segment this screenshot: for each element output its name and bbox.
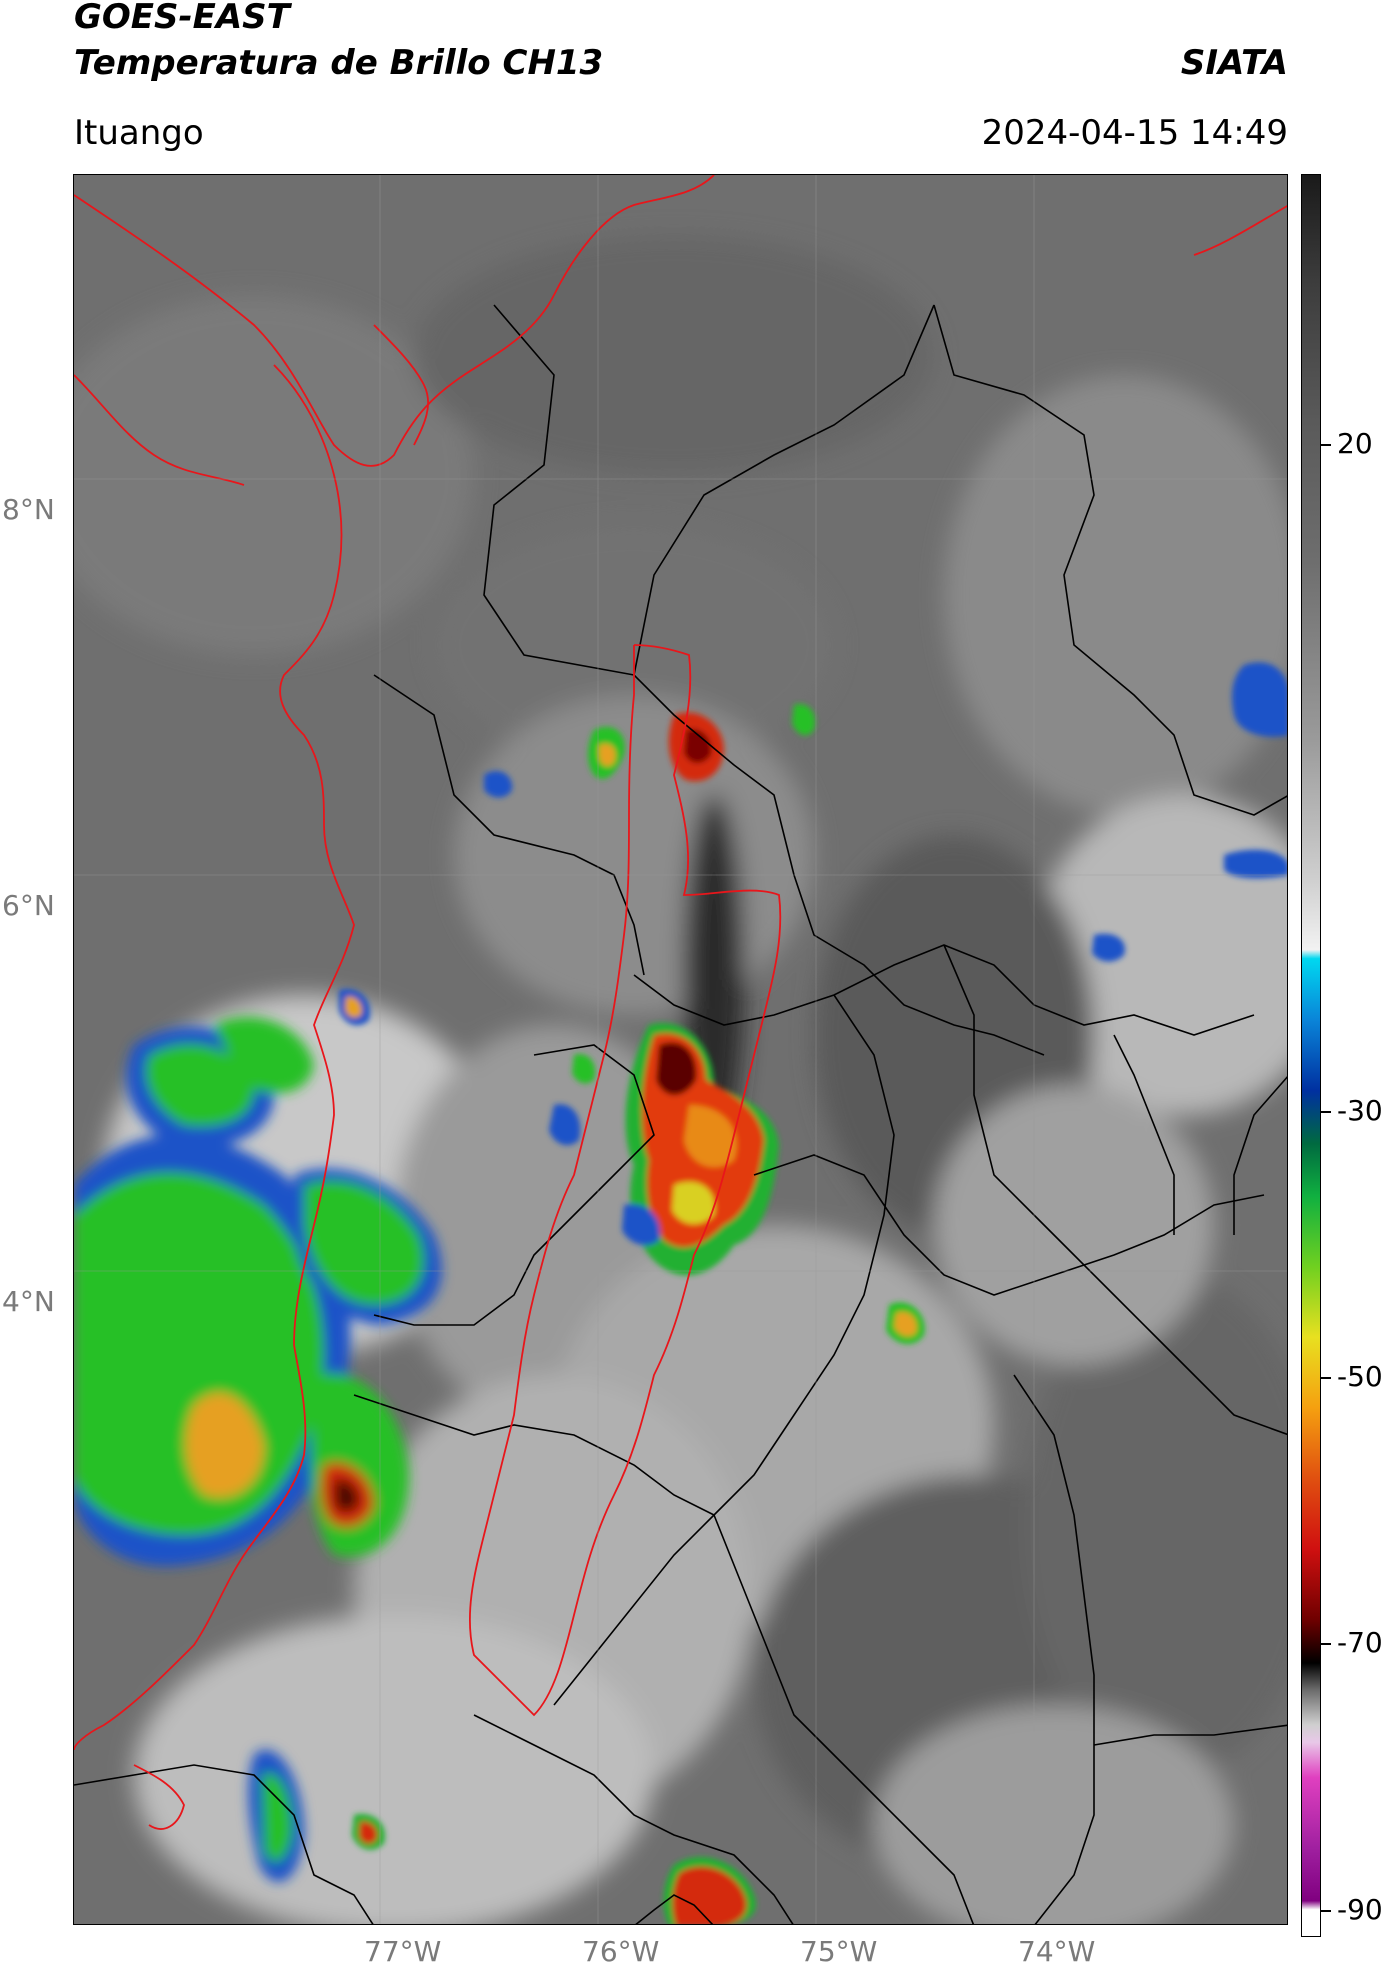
latitude-label-6n: 6°N xyxy=(2,892,55,920)
organization-label: SIATA xyxy=(1181,46,1288,80)
colorbar-label: -50 xyxy=(1337,1363,1383,1391)
colorbar-tick xyxy=(1321,1643,1331,1645)
brightness-temperature-image xyxy=(74,175,1288,1925)
longitude-label-77w: 77°W xyxy=(364,1938,441,1966)
map-subtitle: Temperatura de Brillo CH13 xyxy=(74,46,603,80)
satellite-map[interactable] xyxy=(73,174,1288,1925)
longitude-label-74w: 74°W xyxy=(1018,1938,1095,1966)
colorbar-tick xyxy=(1321,1111,1331,1113)
datetime-label: 2024-04-15 14:49 xyxy=(982,116,1288,150)
colorbar-label: -70 xyxy=(1337,1629,1383,1657)
latitude-label-4n: 4°N xyxy=(2,1288,55,1316)
colorbar-tick xyxy=(1321,1377,1331,1379)
map-title: GOES-EAST xyxy=(74,0,290,34)
colorbar-label: -90 xyxy=(1337,1896,1383,1924)
longitude-label-75w: 75°W xyxy=(800,1938,877,1966)
colorbar-label: -30 xyxy=(1337,1097,1383,1125)
longitude-label-76w: 76°W xyxy=(582,1938,659,1966)
temperature-colorbar xyxy=(1301,174,1321,1937)
colorbar-tick xyxy=(1321,1910,1331,1912)
colorbar-label: 20 xyxy=(1337,430,1373,458)
location-label: Ituango xyxy=(74,116,204,150)
colorbar-tick xyxy=(1321,444,1331,446)
latitude-label-8n: 8°N xyxy=(2,496,55,524)
